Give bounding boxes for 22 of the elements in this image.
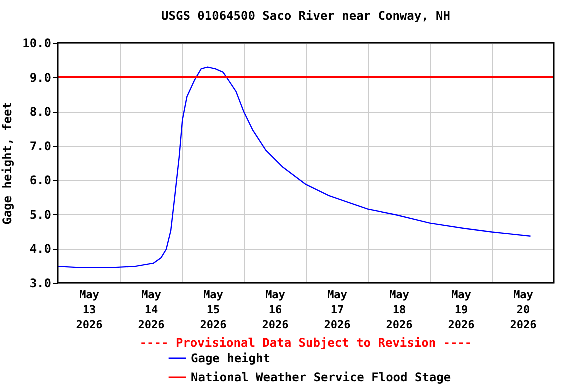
x-tick-label: May 20 2026 <box>510 288 538 332</box>
x-tick-label: May 15 2026 <box>200 288 228 332</box>
x-tick-label: May 17 2026 <box>324 288 352 332</box>
y-tick-label: 4.0 <box>30 242 52 256</box>
y-tick-label: 7.0 <box>30 139 52 154</box>
y-tick-label: 3.0 <box>30 276 52 290</box>
x-tick-label: May 19 2026 <box>448 288 476 332</box>
x-tick-label: May 16 2026 <box>262 288 290 332</box>
chart-title: USGS 01064500 Saco River near Conway, NH <box>162 9 450 23</box>
x-tick-label: May 14 2026 <box>138 288 166 332</box>
legend-label: National Weather Service Flood Stage <box>191 370 452 384</box>
y-axis-title: Gage height, feet <box>0 102 15 225</box>
line-series <box>58 66 532 268</box>
y-tick-label: 8.0 <box>30 105 52 120</box>
y-tick-label: 10.0 <box>22 36 52 50</box>
y-tick-label: 6.0 <box>30 174 52 188</box>
legend-label: Gage height <box>191 352 270 366</box>
y-tick-label: 9.0 <box>30 70 52 85</box>
x-tick-label: May 13 2026 <box>76 288 104 332</box>
x-tick-label: May 18 2026 <box>386 288 414 332</box>
y-tick-label: 5.0 <box>30 208 52 222</box>
text: ---- Provisional Data Subject to Revision ---- <box>140 336 472 350</box>
